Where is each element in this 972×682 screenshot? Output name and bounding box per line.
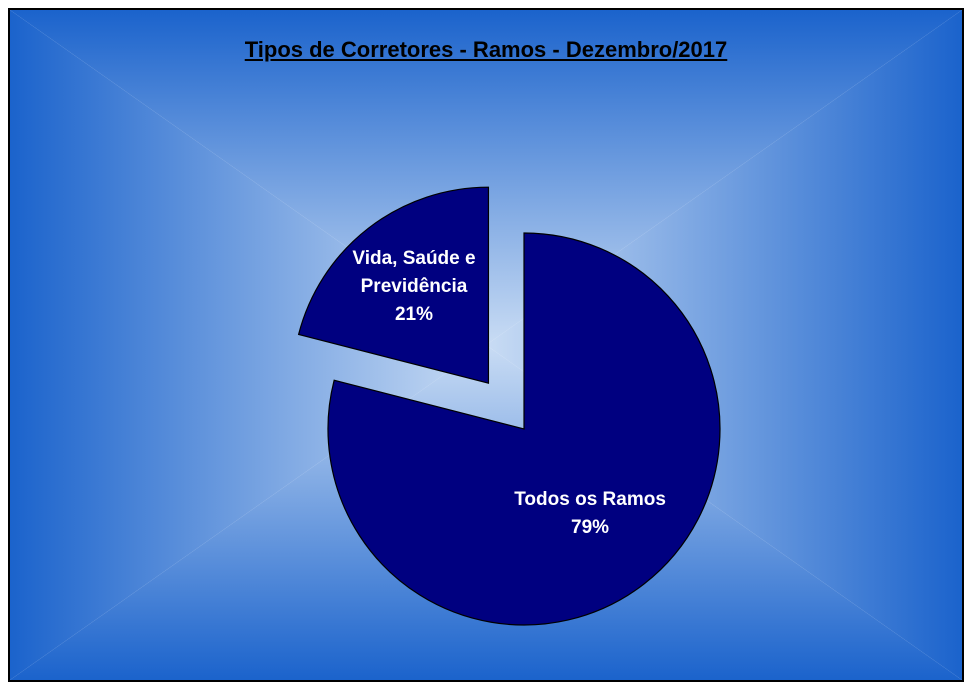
slice-category-label: Todos os Ramos bbox=[514, 489, 666, 510]
pie-slices bbox=[297, 186, 721, 626]
background-right bbox=[486, 10, 962, 680]
pie-slice-1 bbox=[327, 232, 721, 626]
background-left bbox=[10, 10, 486, 680]
chart-title: Tipos de Corretores - Ramos - Dezembro/2… bbox=[244, 37, 728, 62]
slice-category-label: Vida, Saúde e bbox=[352, 248, 475, 269]
pie-chart: Todos os Ramos 79% Vida, Saúde e Previdênci… bbox=[297, 186, 721, 626]
slice-percent-label: 79% bbox=[571, 517, 609, 538]
chart-area: Tipos de Corretores - Ramos - Dezembro/2… bbox=[8, 8, 964, 682]
pie-slice-2 bbox=[297, 186, 490, 384]
background-top bbox=[10, 10, 962, 345]
slice-category-label: Previdência bbox=[361, 276, 468, 297]
pie-labels: Todos os Ramos 79% Vida, Saúde e Previdênci… bbox=[352, 248, 666, 538]
slice-percent-label: 21% bbox=[395, 304, 433, 325]
